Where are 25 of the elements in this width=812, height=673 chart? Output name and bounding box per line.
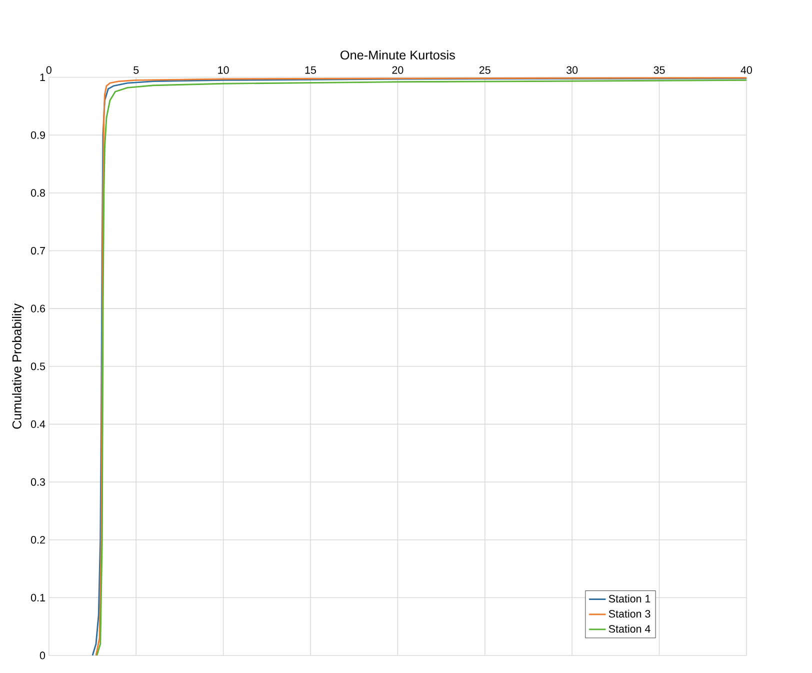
y-tick-label: 0.4 bbox=[30, 420, 46, 428]
x-tick-label: 35 bbox=[654, 66, 665, 74]
x-axis-title: One-Minute Kurtosis bbox=[340, 50, 455, 60]
y-tick-label: 0.9 bbox=[30, 131, 45, 139]
y-tick-label: 0.2 bbox=[30, 536, 45, 544]
x-tick-label: 15 bbox=[305, 66, 316, 74]
x-tick-label: 10 bbox=[218, 66, 229, 74]
x-tick-label: 25 bbox=[479, 66, 490, 74]
y-tick-label: 0.6 bbox=[30, 304, 45, 312]
x-tick-label: 20 bbox=[392, 66, 404, 74]
y-tick-label: 0.5 bbox=[30, 362, 46, 370]
legend-label: Station 3 bbox=[608, 610, 650, 618]
y-axis-title: Cumulative Probability bbox=[12, 303, 24, 429]
x-tick-label: 30 bbox=[566, 66, 578, 74]
y-tick-label: 0.1 bbox=[30, 594, 45, 602]
x-tick-label: 40 bbox=[740, 66, 752, 74]
legend-label: Station 1 bbox=[608, 594, 650, 602]
y-tick-label: 0 bbox=[40, 652, 46, 660]
x-tick-label: 0 bbox=[46, 66, 52, 74]
legend-label: Station 4 bbox=[608, 624, 650, 633]
y-tick-label: 1 bbox=[40, 74, 45, 81]
y-tick-label: 0.3 bbox=[30, 478, 45, 486]
y-tick-label: 0.7 bbox=[30, 246, 45, 254]
y-tick-label: 0.8 bbox=[30, 189, 45, 197]
x-tick-label: 5 bbox=[134, 66, 139, 74]
